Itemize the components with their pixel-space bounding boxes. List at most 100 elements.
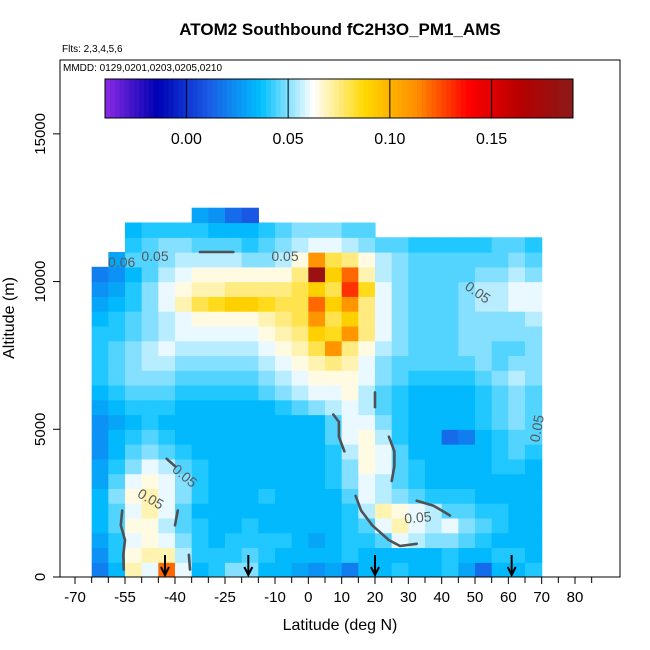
heatmap-cell [91,473,109,489]
colorbar-segment [431,79,438,118]
heatmap-cell [291,488,309,504]
heatmap-cell [341,547,359,563]
x-tick-label: -40 [164,589,186,606]
heatmap-cell [158,488,176,504]
heatmap-cell [375,266,393,283]
heatmap-cell [141,414,159,430]
heatmap-cell [208,296,226,312]
heatmap-cell [158,340,176,357]
heatmap-cell [308,252,326,268]
colorbar-segment [256,79,262,118]
contour-label: 0.05 [404,508,433,526]
colorbar-segment [568,79,574,118]
heatmap-cell [375,296,393,312]
heatmap-cell [491,340,509,357]
heatmap-cell [375,370,393,386]
heatmap-cell [175,414,193,430]
chart-title: ATOM2 Southbound fC2H3O_PM1_AMS [179,20,500,39]
heatmap-cell [208,207,226,224]
heatmap-cell [175,325,193,342]
heatmap-cell [441,414,459,430]
heatmap-cell [341,429,359,445]
heatmap-cell [475,355,493,371]
heatmap-cell [341,325,359,342]
heatmap-cell [441,547,459,563]
heatmap-cell [358,414,376,430]
heatmap-cell [291,399,309,416]
heatmap-cell [141,473,159,489]
heatmap-cell [508,399,526,416]
colorbar-segment [529,79,535,118]
plot-frame [59,59,621,578]
heatmap-cell [475,340,493,357]
heatmap-cell [241,399,259,416]
colorbar-segment [519,79,525,118]
heatmap-cell [125,222,143,238]
heatmap-cell [358,325,376,342]
heatmap-cell [441,503,459,519]
heatmap-cell [208,311,226,327]
heatmap-cell [475,473,493,489]
heatmap-cell [375,488,393,504]
heatmap-cell [475,562,493,577]
colorbar-segment [109,79,116,118]
heatmap-cell [291,370,309,386]
heatmap-cell [191,252,209,268]
heatmap-cell [208,355,226,371]
heatmap-cell [191,503,209,519]
heatmap-cell [91,266,109,283]
heatmap-cell [391,562,409,577]
heatmap-cell [425,266,443,283]
heatmap-cell [391,399,409,416]
contour-label: 0.05 [271,248,298,264]
colorbar-segment [373,79,379,118]
heatmap-cell [191,370,209,386]
colorbar-segment [348,79,355,118]
colorbar-segment [387,79,394,118]
heatmap-cell [208,325,226,342]
heatmap-cell [191,296,209,312]
heatmap-cell [408,370,426,386]
heatmap-cell [391,355,409,371]
heatmap-cell [391,370,409,386]
heatmap-cell [258,237,276,253]
heatmap-cell [491,384,509,401]
heatmap-cell [125,340,143,357]
heatmap-cell [491,473,509,489]
heatmap-cell [408,266,426,283]
x-tick-label: 40 [433,589,450,606]
heatmap-cell [491,325,509,342]
x-tick-label: 80 [567,589,584,606]
heatmap-cell [208,532,226,549]
heatmap-cell [91,325,109,342]
heatmap-cell [175,503,193,519]
heatmap-cell [375,414,393,430]
heatmap-cell [375,281,393,297]
heatmap-cell [258,281,276,297]
heatmap-cell [191,207,209,224]
heatmap-cell [208,384,226,401]
heatmap-cell [325,222,343,238]
heatmap-cell [341,444,359,460]
heatmap-cell [175,562,193,577]
heatmap-cell [408,237,426,253]
heatmap-cell [375,340,393,357]
heatmap-cell [308,296,326,312]
heatmap-cell [408,473,426,489]
heatmap-cell [341,252,359,268]
colorbar-frame [104,78,574,119]
heatmap-cell [91,429,109,445]
colorbar-segment [148,79,155,118]
heatmap-cell [108,266,126,283]
heatmap-cell [275,266,293,283]
heatmap-cell [191,458,209,475]
heatmap-cell [158,237,176,253]
heatmap-cell [458,311,476,327]
heatmap-cell [241,429,259,445]
heatmap-cell [208,399,226,416]
x-axis-label: Latitude (deg N) [283,617,398,634]
heatmap-cell [525,252,543,268]
heatmap-cell [191,399,209,416]
colorbar-segment [378,79,384,118]
heatmap-cell [191,532,209,549]
